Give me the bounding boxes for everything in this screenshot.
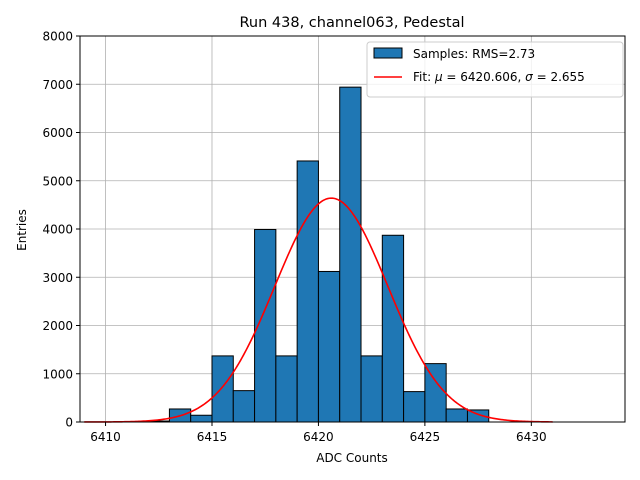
legend-fit-label: Fit: μ = 6420.606, σ = 2.655 bbox=[413, 70, 585, 84]
y-tick-label: 8000 bbox=[42, 30, 73, 44]
legend-box bbox=[366, 41, 624, 98]
x-tick-label: 6430 bbox=[516, 430, 547, 444]
histogram-bars bbox=[147, 86, 490, 423]
x-axis-label: ADC Counts bbox=[316, 451, 388, 465]
x-axis-ticks: 6410 6415 6420 6425 6430 bbox=[90, 422, 547, 444]
histogram-bar bbox=[232, 390, 256, 423]
x-tick-label: 6425 bbox=[410, 430, 441, 444]
x-tick-label: 6410 bbox=[90, 430, 121, 444]
histogram-bar bbox=[403, 391, 426, 423]
x-tick-label: 6420 bbox=[303, 430, 334, 444]
y-tick-label: 0 bbox=[65, 416, 73, 430]
y-tick-label: 3000 bbox=[42, 271, 73, 285]
histogram-bar bbox=[360, 355, 383, 423]
y-axis-ticks: 0 1000 2000 3000 4000 5000 6000 7000 8000 bbox=[42, 30, 80, 430]
histogram-bar bbox=[424, 363, 447, 423]
x-tick-label: 6415 bbox=[197, 430, 228, 444]
fit-curve bbox=[84, 197, 553, 423]
histogram-bar bbox=[296, 160, 319, 423]
legend-samples-label: Samples: RMS=2.73 bbox=[413, 47, 535, 61]
y-tick-label: 5000 bbox=[42, 174, 73, 188]
histogram-bar bbox=[339, 86, 362, 423]
legend: Samples: RMS=2.73 Fit: μ = 6420.606, σ =… bbox=[366, 41, 624, 98]
histogram-bar bbox=[445, 408, 468, 423]
legend-samples-swatch bbox=[373, 47, 403, 59]
histogram-bar bbox=[211, 355, 234, 423]
y-tick-label: 7000 bbox=[42, 78, 73, 92]
y-tick-label: 4000 bbox=[42, 223, 73, 237]
histogram-bar bbox=[190, 414, 213, 423]
histogram-bar bbox=[275, 355, 298, 423]
y-tick-label: 6000 bbox=[42, 126, 73, 140]
histogram-bar bbox=[381, 234, 405, 423]
y-tick-label: 2000 bbox=[42, 319, 73, 333]
y-tick-label: 1000 bbox=[42, 367, 73, 381]
y-axis-label: Entries bbox=[15, 209, 29, 251]
histogram-bar bbox=[317, 270, 341, 423]
chart-title: Run 438, channel063, Pedestal bbox=[239, 15, 464, 31]
